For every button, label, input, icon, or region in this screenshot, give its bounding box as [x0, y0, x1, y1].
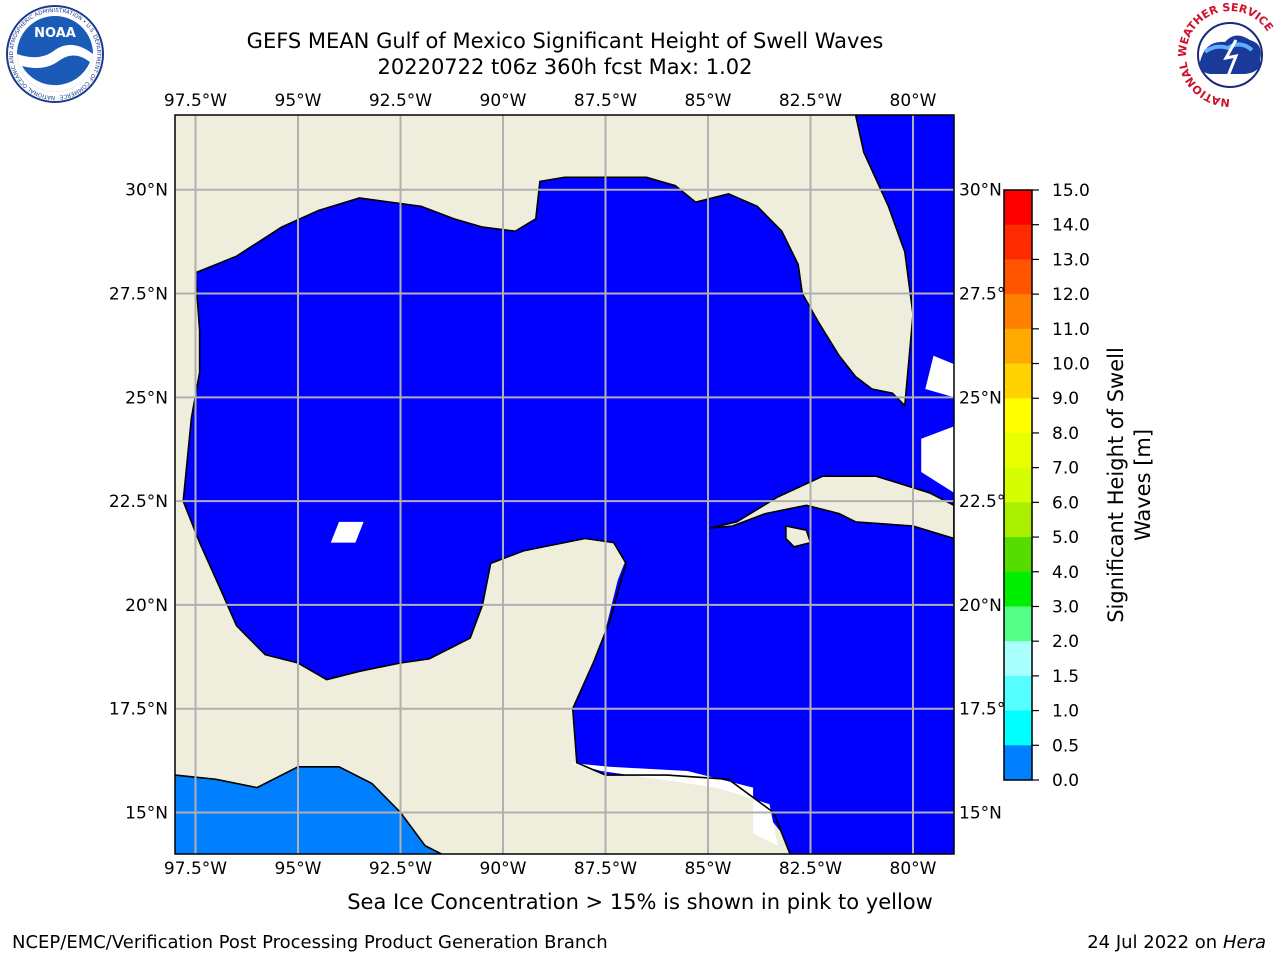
lat-label-left: 22.5°N — [109, 492, 168, 512]
lat-label-right: 27.5° — [959, 285, 1005, 305]
colorbar-segment — [1004, 224, 1032, 260]
colorbar-segment — [1004, 606, 1032, 642]
colorbar-label-line1: Significant Height of Swell — [1104, 347, 1128, 623]
lon-label-top: 97.5°W — [164, 91, 227, 111]
colorbar-segment — [1004, 363, 1032, 399]
sea-ice-note-text: Sea Ice Concentration > 15% is shown in … — [347, 890, 933, 914]
colorbar-tick-label: 9.0 — [1052, 389, 1079, 409]
lat-labels-right: 30°N 27.5° 25°N 22.5° 20°N 17.5° 15°N — [959, 181, 1005, 824]
colorbar-segment — [1004, 328, 1032, 365]
colorbar-tick-label: 1.0 — [1052, 702, 1079, 722]
colorbar-segment — [1004, 467, 1032, 503]
colorbar-segment — [1004, 537, 1032, 573]
footer-date: 24 Jul 2022 on Hera — [1087, 932, 1266, 953]
lat-label-right: 30°N — [959, 181, 1002, 201]
chart-subtitle: 20220722 t06z 360h fcst Max: 1.02 — [377, 55, 753, 79]
lon-label-top: 82.5°W — [779, 91, 842, 111]
lat-label-left: 20°N — [125, 596, 168, 616]
colorbar-tick-label: 14.0 — [1052, 216, 1090, 236]
colorbar-segment — [1004, 745, 1032, 781]
lon-label-top: 85°W — [685, 91, 732, 111]
lat-label-right: 25°N — [959, 388, 1002, 408]
lon-labels-top: 97.5°W 95°W 92.5°W 90°W 87.5°W 85°W 82.5°W 80°W — [164, 91, 937, 111]
lon-label-top: 87.5°W — [574, 91, 637, 111]
sea-ice-note: Sea Ice Concentration > 15% is shown in … — [0, 890, 1280, 914]
colorbar-tick-label: 2.0 — [1052, 632, 1079, 652]
lat-label-left: 27.5°N — [109, 285, 168, 305]
lon-label-bottom: 80°W — [890, 859, 937, 879]
colorbar-segment — [1004, 502, 1032, 538]
noaa-logo: NATIONAL OCEANIC AND ATMOSPHERIC ADMINIS… — [6, 5, 104, 103]
lat-labels-left: 30°N 27.5°N 25°N 22.5°N 20°N 17.5°N 15°N — [109, 181, 168, 824]
map-frame — [174, 114, 955, 855]
colorbar-tick-label: 1.5 — [1052, 667, 1079, 687]
graticule — [175, 115, 954, 854]
lon-label-bottom: 95°W — [275, 859, 322, 879]
lat-label-left: 30°N — [125, 181, 168, 201]
colorbar-frame — [1003, 189, 1033, 781]
colorbar-segment — [1004, 259, 1032, 295]
colorbar-tick-label: 6.0 — [1052, 493, 1079, 513]
lat-label-right: 22.5° — [959, 492, 1005, 512]
noaa-logo-text: NOAA — [34, 26, 76, 41]
colorbar-label-line2: Waves [m] — [1131, 429, 1155, 541]
lon-label-bottom: 92.5°W — [369, 859, 432, 879]
lat-label-right: 17.5° — [959, 700, 1005, 720]
colorbar-tick-label: 13.0 — [1052, 250, 1090, 270]
colorbar-tick-label: 4.0 — [1052, 563, 1079, 583]
lat-label-left: 25°N — [125, 388, 168, 408]
no-data-patch — [568, 762, 778, 846]
map-area — [175, 115, 954, 854]
colorbar-segment — [1004, 641, 1032, 677]
colorbar-tick-label: 3.0 — [1052, 597, 1079, 617]
lon-label-top: 92.5°W — [369, 91, 432, 111]
lon-label-top: 95°W — [275, 91, 322, 111]
footer-producer: NCEP/EMC/Verification Post Processing Pr… — [12, 932, 608, 953]
coastline-pacific — [175, 765, 442, 854]
colorbar-segment — [1004, 710, 1032, 746]
lat-label-left: 17.5°N — [109, 700, 168, 720]
pacific-water — [175, 766, 442, 854]
lon-labels-bottom: 97.5°W 95°W 92.5°W 90°W 87.5°W 85°W 82.5°W 80°W — [164, 859, 937, 879]
lat-label-right: 20°N — [959, 596, 1002, 616]
colorbar-segment — [1004, 571, 1032, 607]
colorbar-segment — [1004, 675, 1032, 712]
lon-label-top: 90°W — [480, 91, 527, 111]
cuba-land — [709, 475, 954, 540]
ocean-layer — [175, 115, 954, 854]
lat-label-right: 15°N — [959, 803, 1002, 823]
colorbar-tick-label: 5.0 — [1052, 528, 1079, 548]
colorbar-tick-label: 8.0 — [1052, 424, 1079, 444]
colorbar-tick-label: 0.0 — [1052, 771, 1079, 791]
footer-host: Hera — [1222, 932, 1266, 953]
colorbar-tick-label: 0.5 — [1052, 736, 1079, 756]
colorbar-tick-label: 10.0 — [1052, 355, 1090, 375]
chart-title: GEFS MEAN Gulf of Mexico Significant Hei… — [246, 29, 884, 53]
colorbar-tick-label: 11.0 — [1052, 320, 1090, 340]
colorbar-tick-label: 12.0 — [1052, 285, 1090, 305]
footer-date-text: 24 Jul 2022 on — [1087, 932, 1218, 953]
no-data-patch — [330, 521, 364, 543]
lon-label-bottom: 87.5°W — [574, 859, 637, 879]
lon-label-top: 80°W — [890, 91, 937, 111]
colorbar-segment — [1004, 294, 1032, 330]
no-data-patch — [921, 426, 954, 493]
colorbar-segment — [1004, 432, 1032, 469]
colorbar-segment — [1004, 398, 1032, 434]
coastline-north — [195, 115, 914, 408]
lon-label-bottom: 82.5°W — [779, 859, 842, 879]
no-data-patch — [925, 355, 954, 398]
nws-logo: NATIONAL WEATHER SERVICE — [1176, 1, 1278, 109]
colorbar-segment — [1004, 190, 1032, 226]
lon-label-bottom: 85°W — [685, 859, 732, 879]
colorbar-tick-label: 7.0 — [1052, 459, 1079, 479]
colorbar: 15.0 14.0 13.0 12.0 11.0 10.0 9.0 8.0 7.0 6.0 5.0 4… — [1003, 181, 1090, 791]
colorbar-tick-label: 15.0 — [1052, 181, 1090, 201]
lon-label-bottom: 90°W — [480, 859, 527, 879]
lon-label-bottom: 97.5°W — [164, 859, 227, 879]
isla-juventud — [785, 525, 812, 548]
lat-label-left: 15°N — [125, 803, 168, 823]
